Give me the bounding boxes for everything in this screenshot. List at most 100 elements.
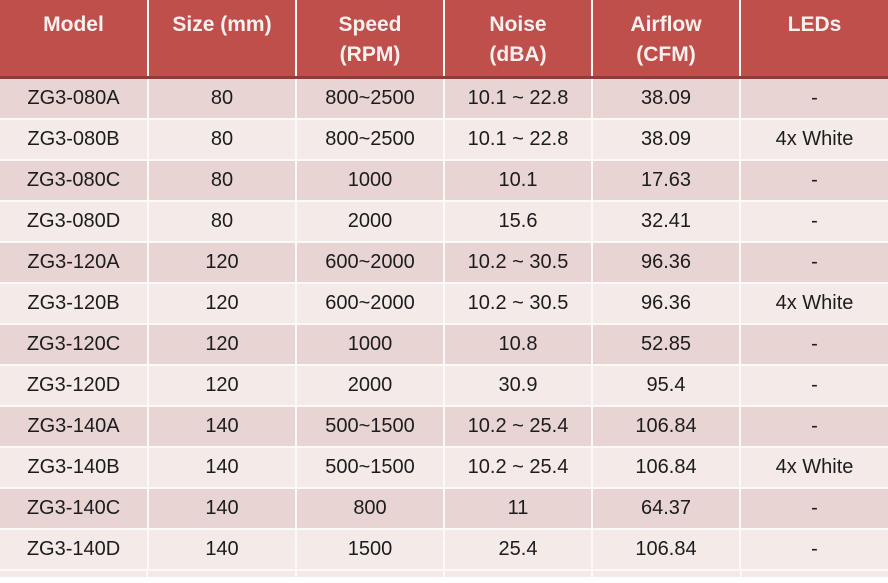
cell-noise: 30.9: [443, 364, 592, 406]
cell-model: ZG3-080D: [0, 200, 148, 242]
cell-speed: 1000: [295, 159, 444, 201]
partial-next-row-sliver: [0, 569, 888, 577]
cell-speed: 2000: [295, 200, 444, 242]
cell-noise: 10.2 ~ 30.5: [443, 282, 592, 324]
cell-airflow: 52.85: [591, 323, 740, 365]
cell-noise: 10.1: [443, 159, 592, 201]
cell-leds: -: [739, 487, 888, 529]
column-header-label: (RPM): [339, 43, 401, 66]
cell-model: ZG3-140C: [0, 487, 148, 529]
cell-model: ZG3-120C: [0, 323, 148, 365]
cell-size: 80: [147, 118, 296, 160]
cell-airflow: 95.4: [591, 364, 740, 406]
table-row-ZG3-120A: ZG3-120A 120 600~2000 10.2 ~ 30.5 96.36-: [0, 241, 888, 283]
table-row-ZG3-140A: ZG3-140A 140 500~1500 10.2 ~ 25.4 106.84-: [0, 405, 888, 447]
column-header-speed: Speed (RPM): [295, 0, 444, 79]
cell-model: ZG3-080C: [0, 159, 148, 201]
column-header-model: Model: [0, 0, 148, 79]
cell-leds: -: [739, 364, 888, 406]
cell-model: ZG3-140B: [0, 446, 148, 488]
cell-size: 120: [147, 241, 296, 283]
partial-cell: [739, 571, 888, 577]
cell-speed: 800: [295, 487, 444, 529]
cell-model: ZG3-140A: [0, 405, 148, 447]
partial-cell: [0, 571, 147, 577]
cell-leds: -: [739, 405, 888, 447]
cell-speed: 500~1500: [295, 405, 444, 447]
cell-speed: 1000: [295, 323, 444, 365]
cell-speed: 500~1500: [295, 446, 444, 488]
cell-noise: 15.6: [443, 200, 592, 242]
cell-size: 140: [147, 446, 296, 488]
cell-airflow: 38.09: [591, 118, 740, 160]
table-row-ZG3-140C: ZG3-140C 140 800 11 64.37-: [0, 487, 888, 529]
table-body: ZG3-080A 80 800~2500 10.1 ~ 22.8 38.09- ZG3-0…: [0, 77, 888, 569]
cell-noise: 10.1 ~ 22.8: [443, 118, 592, 160]
cell-speed: 600~2000: [295, 282, 444, 324]
cell-noise: 10.2 ~ 25.4: [443, 446, 592, 488]
cell-size: 120: [147, 282, 296, 324]
table-row-ZG3-120D: ZG3-120D 120 2000 30.9 95.4-: [0, 364, 888, 406]
cell-size: 120: [147, 364, 296, 406]
cell-size: 80: [147, 159, 296, 201]
table-row-ZG3-080A: ZG3-080A 80 800~2500 10.1 ~ 22.8 38.09-: [0, 77, 888, 119]
table-row-ZG3-080D: ZG3-080D 80 2000 15.6 32.41-: [0, 200, 888, 242]
cell-model: ZG3-120D: [0, 364, 148, 406]
column-header-label: Model: [43, 13, 104, 36]
cell-leds: -: [739, 528, 888, 569]
cell-model: ZG3-080A: [0, 77, 148, 119]
partial-cell: [591, 571, 740, 577]
cell-model: ZG3-120B: [0, 282, 148, 324]
cell-noise: 10.1 ~ 22.8: [443, 77, 592, 119]
cell-leds: -: [739, 200, 888, 242]
column-header-label: Airflow: [630, 13, 702, 36]
table-row-ZG3-080C: ZG3-080C 80 1000 10.1 17.63-: [0, 159, 888, 201]
cell-airflow: 106.84: [591, 405, 740, 447]
cell-airflow: 96.36: [591, 241, 740, 283]
cell-leds: 4x White: [739, 282, 888, 324]
cell-speed: 800~2500: [295, 118, 444, 160]
table-row-ZG3-140B: ZG3-140B 140 500~1500 10.2 ~ 25.4 106.84 4x W…: [0, 446, 888, 488]
cell-size: 140: [147, 528, 296, 569]
cell-leds: -: [739, 159, 888, 201]
column-header-noise: Noise (dBA): [443, 0, 592, 79]
table-row-ZG3-140D: ZG3-140D 140 1500 25.4 106.84-: [0, 528, 888, 569]
partial-cell: [146, 571, 295, 577]
cell-model: ZG3-120A: [0, 241, 148, 283]
cell-airflow: 64.37: [591, 487, 740, 529]
cell-size: 140: [147, 405, 296, 447]
cell-speed: 2000: [295, 364, 444, 406]
cell-leds: -: [739, 323, 888, 365]
column-header-airflow: Airflow (CFM): [591, 0, 740, 79]
cell-size: 80: [147, 200, 296, 242]
cell-noise: 10.2 ~ 25.4: [443, 405, 592, 447]
table-row-ZG3-080B: ZG3-080B 80 800~2500 10.1 ~ 22.8 38.09 4x Whi…: [0, 118, 888, 160]
cell-leds: 4x White: [739, 118, 888, 160]
column-header-size: Size (mm): [147, 0, 296, 79]
cell-model: ZG3-140D: [0, 528, 148, 569]
column-header-leds: LEDs: [739, 0, 888, 79]
cell-noise: 10.8: [443, 323, 592, 365]
cell-noise: 11: [443, 487, 592, 529]
cell-size: 120: [147, 323, 296, 365]
cell-noise: 25.4: [443, 528, 592, 569]
table-row-ZG3-120C: ZG3-120C 120 1000 10.8 52.85-: [0, 323, 888, 365]
cell-airflow: 17.63: [591, 159, 740, 201]
header-row: Model Size (mm) Speed (RPM) Noise (dBA) Airflo…: [0, 0, 888, 79]
partial-cell: [442, 571, 592, 577]
cell-speed: 800~2500: [295, 77, 444, 119]
column-header-label: Speed: [338, 13, 402, 36]
column-header-label: Noise: [489, 13, 547, 36]
cell-model: ZG3-080B: [0, 118, 148, 160]
cell-leds: -: [739, 77, 888, 119]
cell-airflow: 96.36: [591, 282, 740, 324]
cell-airflow: 32.41: [591, 200, 740, 242]
cell-speed: 600~2000: [295, 241, 444, 283]
cell-airflow: 106.84: [591, 446, 740, 488]
partial-cell: [294, 571, 443, 577]
column-header-label: (CFM): [636, 43, 696, 66]
table-header: Model Size (mm) Speed (RPM) Noise (dBA) Airflo…: [0, 0, 888, 79]
cell-airflow: 106.84: [591, 528, 740, 569]
table-row-ZG3-120B: ZG3-120B 120 600~2000 10.2 ~ 30.5 96.36 4x Wh…: [0, 282, 888, 324]
